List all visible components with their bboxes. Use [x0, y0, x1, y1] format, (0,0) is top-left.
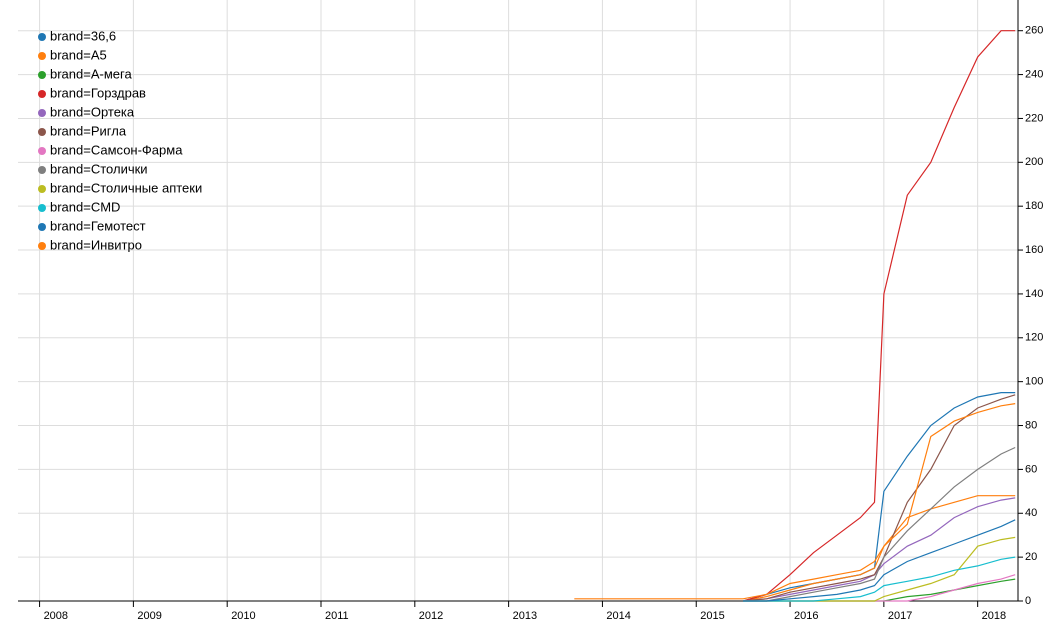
legend-marker	[38, 185, 46, 193]
legend-label: brand=А-мега	[50, 66, 132, 81]
series-line	[743, 394, 1016, 602]
series-line	[742, 495, 1016, 602]
series-line	[743, 519, 1016, 602]
legend-marker	[38, 109, 46, 117]
x-tick-label: 2010	[231, 610, 255, 622]
legend-marker	[38, 90, 46, 98]
legend-label: brand=Самсон-Фарма	[50, 142, 183, 157]
series-line	[574, 403, 1016, 600]
legend-marker	[38, 204, 46, 212]
x-tick-label: 2016	[794, 610, 818, 622]
x-tick-label: 2015	[700, 610, 724, 622]
legend-marker	[38, 242, 46, 250]
legend-marker	[38, 128, 46, 136]
legend-marker	[38, 33, 46, 41]
legend-label: brand=A5	[50, 47, 107, 62]
legend-marker	[38, 52, 46, 60]
y-tick-label: 260	[1025, 25, 1043, 37]
legend-marker	[38, 147, 46, 155]
x-tick-label: 2013	[513, 610, 537, 622]
legend-label: brand=Инвитро	[50, 237, 142, 252]
y-tick-label: 140	[1025, 288, 1043, 300]
y-tick-label: 160	[1025, 244, 1043, 256]
y-tick-label: 240	[1025, 68, 1043, 80]
x-tick-label: 2009	[137, 610, 161, 622]
y-tick-label: 60	[1025, 463, 1037, 475]
legend-marker	[38, 71, 46, 79]
series-line	[743, 446, 1016, 602]
x-tick-label: 2014	[606, 610, 630, 622]
y-tick-label: 40	[1025, 507, 1037, 519]
legend-label: brand=CMD	[50, 199, 120, 214]
legend-marker	[38, 166, 46, 174]
x-tick-label: 2018	[982, 610, 1006, 622]
legend-marker	[38, 223, 46, 231]
y-tick-label: 100	[1025, 376, 1043, 388]
y-tick-label: 220	[1025, 112, 1043, 124]
legend: brand=36,6 brand=A5 brand=А-мега brand=Горз…	[38, 28, 202, 252]
legend-label: brand=Ригла	[50, 123, 127, 138]
series-line	[742, 392, 1016, 602]
legend-label: brand=Ортека	[50, 104, 135, 119]
legend-label: brand=Столичные аптеки	[50, 180, 202, 195]
y-tick-label: 200	[1025, 156, 1043, 168]
legend-label: brand=Столички	[50, 161, 148, 176]
y-tick-label: 120	[1025, 332, 1043, 344]
y-tick-label: 180	[1025, 200, 1043, 212]
y-tick-label: 0	[1025, 595, 1031, 607]
series-line	[743, 556, 1016, 602]
legend-label: brand=Гемотест	[50, 218, 146, 233]
legend-label: brand=36,6	[50, 28, 116, 43]
x-tick-label: 2008	[44, 610, 68, 622]
series-line	[742, 30, 1016, 602]
legend-label: brand=Горздрав	[50, 85, 146, 100]
series-line	[743, 574, 1016, 602]
y-tick-label: 20	[1025, 551, 1037, 563]
y-tick-label: 80	[1025, 419, 1037, 431]
x-tick-label: 2012	[419, 610, 443, 622]
x-tick-label: 2017	[888, 610, 912, 622]
x-tick-label: 2011	[325, 610, 349, 622]
